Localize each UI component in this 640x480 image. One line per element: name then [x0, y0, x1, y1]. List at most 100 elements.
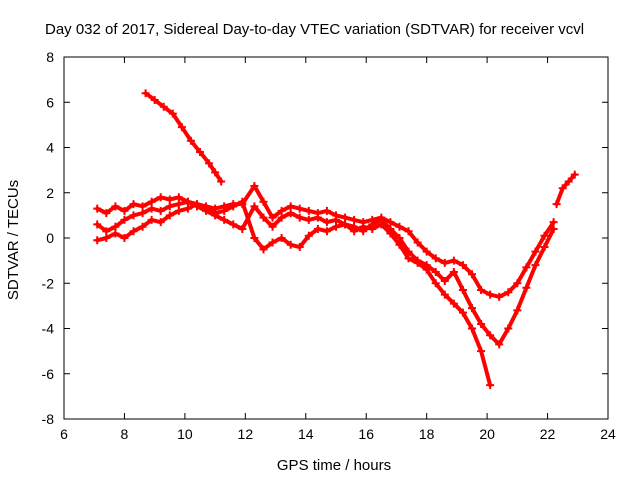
- data-point: [229, 202, 238, 211]
- data-point: [449, 267, 458, 276]
- data-point: [286, 240, 295, 249]
- data-point: [404, 227, 413, 236]
- series-track-a: [93, 181, 558, 301]
- x-tick-label: 12: [238, 426, 254, 442]
- data-point: [458, 308, 467, 317]
- data-point: [238, 197, 247, 206]
- data-point: [165, 211, 174, 220]
- data-point: [440, 258, 449, 267]
- data-point: [93, 236, 102, 245]
- data-point: [177, 123, 186, 132]
- data-point: [468, 304, 476, 313]
- data-point: [540, 243, 549, 252]
- data-point: [313, 213, 322, 222]
- data-point: [156, 206, 165, 215]
- data-point: [431, 267, 440, 276]
- data-point: [413, 238, 422, 247]
- x-tick-label: 6: [60, 426, 68, 442]
- x-tick-label: 10: [177, 426, 193, 442]
- data-point: [147, 197, 156, 206]
- data-point: [138, 202, 147, 211]
- data-point: [250, 181, 259, 190]
- x-tick-label: 24: [600, 426, 616, 442]
- data-point: [183, 204, 192, 213]
- data-point: [350, 227, 359, 236]
- y-tick-label: -8: [42, 411, 55, 427]
- data-point: [277, 234, 286, 242]
- data-point: [477, 286, 486, 295]
- data-point: [386, 229, 395, 238]
- data-point: [120, 234, 129, 242]
- y-tick-label: 8: [46, 49, 54, 65]
- data-point: [286, 202, 295, 211]
- y-tick-label: 6: [46, 94, 54, 110]
- data-point: [295, 213, 304, 222]
- data-point: [141, 89, 150, 98]
- data-point: [304, 231, 313, 240]
- data-point: [531, 261, 540, 270]
- data-point: [229, 220, 238, 229]
- data-point: [111, 202, 120, 211]
- data-point: [513, 306, 522, 315]
- data-point: [540, 231, 549, 240]
- data-point: [477, 347, 486, 356]
- data-point: [558, 184, 567, 193]
- data-point: [93, 204, 102, 213]
- data-point: [250, 234, 259, 242]
- data-point: [458, 261, 467, 270]
- data-point: [422, 265, 431, 274]
- data-point: [552, 200, 561, 209]
- y-tick-label: -2: [42, 275, 55, 291]
- data-point: [159, 102, 168, 111]
- data-point: [404, 254, 413, 263]
- data-point: [129, 200, 138, 209]
- data-point: [504, 324, 513, 333]
- data-point: [268, 222, 277, 231]
- data-point: [413, 258, 422, 267]
- data-point: [150, 95, 159, 104]
- data-point: [522, 263, 531, 272]
- data-point: [564, 177, 573, 186]
- data-point: [168, 109, 177, 118]
- data-point: [196, 148, 204, 157]
- data-point: [440, 276, 449, 285]
- data-point: [111, 229, 120, 238]
- x-tick-label: 18: [419, 426, 435, 442]
- data-point: [268, 213, 277, 222]
- data-point: [549, 224, 558, 233]
- series-track-c: [93, 197, 495, 390]
- data-point: [395, 240, 404, 249]
- y-tick-label: 0: [46, 230, 54, 246]
- series-trail: [95, 199, 556, 347]
- x-tick-label: 20: [479, 426, 495, 442]
- data-point: [359, 222, 368, 231]
- data-point: [138, 209, 147, 218]
- data-point: [250, 202, 259, 211]
- x-axis-label: GPS time / hours: [277, 457, 391, 474]
- data-point: [431, 254, 440, 263]
- data-point: [259, 245, 268, 254]
- data-point: [395, 234, 404, 242]
- data-point: [468, 324, 476, 333]
- data-point: [211, 168, 220, 177]
- data-point: [174, 200, 183, 209]
- data-point: [295, 204, 304, 213]
- series-trail: [554, 172, 577, 207]
- data-point: [268, 238, 277, 247]
- y-tick-label: 4: [46, 140, 54, 156]
- data-point: [102, 209, 111, 218]
- data-point: [495, 340, 504, 349]
- data-point: [202, 204, 211, 213]
- chart-title: Day 032 of 2017, Sidereal Day-to-day VTE…: [45, 21, 584, 38]
- y-tick-label: -4: [42, 321, 55, 337]
- data-point: [174, 206, 183, 215]
- data-point: [368, 224, 377, 233]
- data-point: [486, 290, 495, 299]
- data-point: [486, 331, 495, 340]
- data-point: [277, 206, 286, 215]
- data-point: [205, 159, 214, 168]
- data-point: [102, 234, 111, 242]
- y-tick-label: 2: [46, 185, 54, 201]
- data-point: [322, 218, 331, 227]
